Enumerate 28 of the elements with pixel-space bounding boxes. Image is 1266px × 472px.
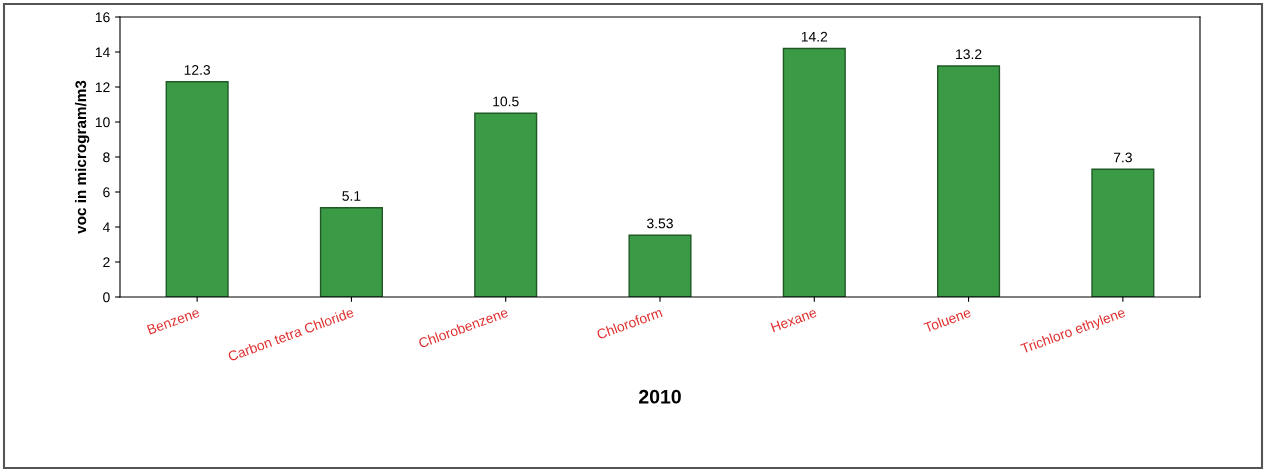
y-tick-label: 6 xyxy=(103,187,110,198)
data-label: 10.5 xyxy=(493,96,519,107)
bar xyxy=(319,207,383,297)
bar xyxy=(628,234,692,297)
data-label: 13.2 xyxy=(956,49,982,60)
x-tick-label: Carbon tetra Chloride xyxy=(227,306,355,362)
data-label: 5.1 xyxy=(342,191,361,201)
y-tick-label: 8 xyxy=(103,152,110,163)
x-axis-title: 2010 xyxy=(639,389,681,404)
y-tick-label: 16 xyxy=(95,12,110,23)
bar xyxy=(782,47,846,297)
y-tick-label: 2 xyxy=(103,257,110,268)
bar xyxy=(1091,168,1155,297)
y-axis-title: voc in microgram/m3 xyxy=(74,80,90,234)
y-tick-label: 14 xyxy=(95,47,110,58)
x-tick-label: Hexane xyxy=(770,307,818,333)
x-tick-label: Toluene xyxy=(923,306,972,333)
bar xyxy=(937,65,1001,297)
data-label: 14.2 xyxy=(801,31,828,42)
y-tick-label: 0 xyxy=(103,292,110,303)
data-label: 12.3 xyxy=(184,65,211,75)
data-label: 3.53 xyxy=(647,218,673,229)
y-tick-label: 10 xyxy=(95,117,110,128)
bar xyxy=(474,112,538,297)
data-label: 7.3 xyxy=(1113,152,1132,163)
bar xyxy=(165,81,229,297)
y-tick-label: 4 xyxy=(102,222,110,233)
y-tick-label: 12 xyxy=(95,82,110,93)
